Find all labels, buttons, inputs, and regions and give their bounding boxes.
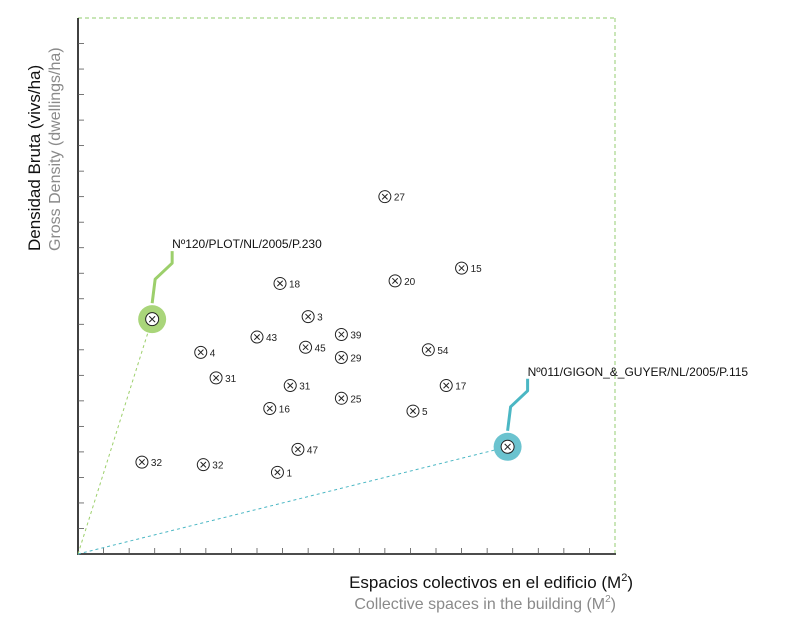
data-point-label: 45 (315, 343, 327, 354)
marker-cross (294, 446, 301, 453)
marker-cross (200, 461, 207, 468)
projection-lines (77, 319, 508, 555)
data-point-label: 3 (317, 313, 323, 324)
data-point (250, 330, 264, 344)
data-point (291, 442, 305, 456)
marker-cross (338, 354, 345, 361)
callout-leader (150, 251, 174, 304)
marker-cross (253, 333, 261, 341)
data-point (283, 379, 297, 393)
marker-cross (338, 331, 345, 338)
data-point-label: 54 (437, 346, 449, 357)
data-point-label: 17 (455, 382, 467, 393)
data-point (406, 404, 420, 418)
x-axis-label-close: ) (627, 573, 633, 592)
marker-cross (409, 408, 417, 415)
marker-cross (392, 277, 399, 284)
marker-cross (213, 374, 220, 381)
highlighted-projects: Nº120/PLOT/NL/2005/P.230 Nº011/GIGON_&_GU… (138, 237, 748, 461)
data-point-label: 20 (404, 277, 416, 288)
data-point-label: 25 (350, 394, 362, 405)
marker-cross (266, 405, 273, 412)
data-point (196, 458, 210, 472)
data-point (455, 261, 469, 275)
x-axis-label-superscript: 2 (621, 572, 627, 584)
marker-cross (443, 382, 450, 389)
data-point (263, 402, 277, 416)
data-point-label: 32 (151, 458, 163, 469)
data-point (388, 274, 402, 288)
x-axis-label-secondary-text: Collective spaces in the building (M (354, 596, 605, 613)
highlight-point (145, 312, 160, 327)
x-axis-label-text: Espacios colectivos en el edificio (M (349, 573, 621, 592)
axis-ticks (78, 43, 590, 554)
highlight-point (500, 439, 515, 454)
y-axis-label-secondary: Gross Density (dwellings/ha) (47, 47, 64, 251)
data-point (299, 340, 313, 354)
marker-cross (458, 265, 465, 272)
data-point (334, 391, 348, 405)
marker-cross (504, 443, 511, 451)
callout-leader (506, 378, 530, 431)
x-axis-label: Espacios colectivos en el edificio (M2) (349, 572, 633, 592)
marker-cross (197, 349, 204, 356)
marker-cross (148, 315, 156, 323)
x-axis-label-secondary-superscript: 2 (605, 594, 611, 605)
marker-cross (338, 395, 345, 402)
data-point (439, 379, 453, 393)
marker-cross (276, 280, 284, 287)
data-point (209, 371, 223, 385)
marker-cross (302, 344, 309, 351)
scatter-points: 27 15 20 18 3 39 43 45 4 29 54 31 31 17 25 16 5 47 32 32 1 (135, 190, 483, 479)
projection-line (77, 446, 508, 555)
marker-cross (287, 382, 294, 389)
y-axis-label: Densidad Bruta (vivs/ha) (25, 65, 44, 251)
data-point-label: 27 (394, 193, 406, 204)
data-point (270, 465, 284, 479)
marker-cross (274, 469, 281, 476)
marker-cross (138, 459, 145, 466)
data-point-label: 31 (225, 374, 237, 385)
x-axis-label-secondary-close: ) (611, 596, 616, 613)
data-point (334, 350, 348, 364)
data-point (135, 455, 149, 469)
data-point-label: 47 (307, 445, 319, 456)
data-point (378, 190, 392, 204)
data-point-label: 15 (471, 264, 483, 275)
marker-cross (381, 193, 388, 200)
data-point (421, 343, 435, 357)
data-point-label: 39 (350, 330, 362, 341)
data-point (334, 327, 348, 341)
callout-label: Nº011/GIGON_&_GUYER/NL/2005/P.115 (528, 365, 749, 379)
x-axis-label-secondary: Collective spaces in the building (M2) (354, 594, 616, 613)
callout-label: Nº120/PLOT/NL/2005/P.230 (172, 237, 322, 251)
data-point-label: 5 (422, 407, 428, 418)
data-point-label: 43 (266, 333, 278, 344)
data-point (273, 276, 287, 290)
data-point-label: 4 (210, 348, 216, 359)
data-point-label: 18 (289, 279, 301, 290)
data-point (194, 345, 208, 359)
data-point-label: 31 (299, 382, 311, 393)
data-point (301, 310, 315, 324)
marker-cross (305, 313, 312, 320)
projection-line (77, 319, 153, 555)
data-point-label: 32 (212, 461, 224, 472)
marker-cross (425, 346, 432, 353)
data-point-label: 1 (286, 468, 292, 479)
data-point-label: 29 (350, 353, 362, 364)
data-point-label: 16 (279, 405, 291, 416)
